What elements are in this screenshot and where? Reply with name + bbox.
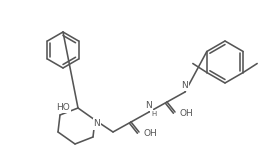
Text: N: N [94, 119, 100, 128]
Text: OH: OH [144, 128, 158, 138]
Text: N: N [146, 101, 152, 110]
Text: HO: HO [56, 103, 70, 111]
Text: H: H [151, 111, 157, 117]
Text: N: N [182, 81, 188, 90]
Text: OH: OH [180, 108, 194, 117]
